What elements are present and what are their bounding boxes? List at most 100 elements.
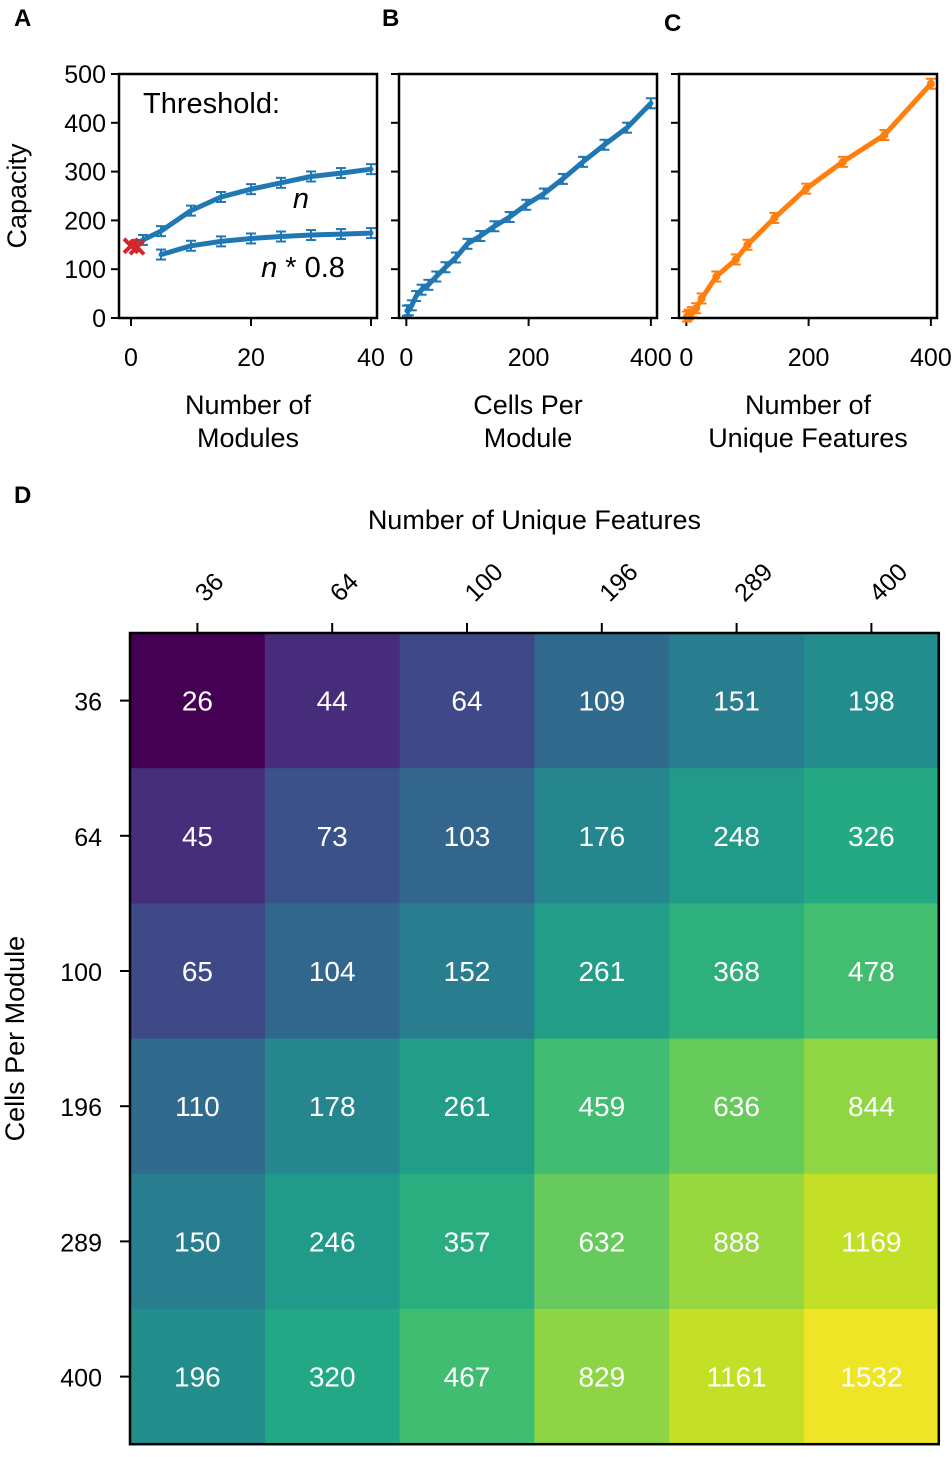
data-point xyxy=(431,270,442,283)
heatmap-cell-value: 178 xyxy=(309,1091,356,1122)
heatmap-cell xyxy=(399,1038,535,1175)
x-tick-label: 400 xyxy=(910,344,952,372)
x-axis-label: Number of Unique Features xyxy=(368,505,701,535)
heatmap-cell xyxy=(534,1309,670,1445)
x-axis-label-line2: Modules xyxy=(197,423,299,453)
heatmap-cell-value: 198 xyxy=(848,686,895,717)
x-tick-label: 200 xyxy=(788,344,830,372)
heatmap-cell-value: 261 xyxy=(578,956,625,987)
heatmap-cell xyxy=(669,1309,805,1445)
heatmap-cell xyxy=(399,1309,535,1445)
heatmap-cell xyxy=(669,903,805,1040)
data-point xyxy=(557,172,568,185)
y-tick-label: 100 xyxy=(64,256,106,284)
heatmap-cell xyxy=(130,1309,266,1445)
heatmap-cell-value: 261 xyxy=(444,1091,491,1122)
heatmap-cell-value: 64 xyxy=(451,686,482,717)
heatmap-cell-value: 104 xyxy=(309,956,356,987)
heatmap-cell xyxy=(534,903,670,1040)
y-axis-label: Cells Per Module xyxy=(0,936,30,1142)
data-point xyxy=(696,292,707,305)
data-point xyxy=(440,261,451,274)
data-point xyxy=(599,138,610,151)
heatmap-cell xyxy=(399,633,535,769)
data-point xyxy=(489,220,500,233)
heatmap-cell xyxy=(534,1173,670,1310)
heatmap-cell xyxy=(534,633,670,769)
heatmap-cell xyxy=(264,1038,401,1175)
heatmap-cell-value: 829 xyxy=(578,1362,625,1393)
heatmap-cell-value: 459 xyxy=(578,1091,625,1122)
heatmap-cell xyxy=(534,768,670,904)
x-tick-label: 200 xyxy=(508,344,550,372)
y-tick-label: 100 xyxy=(60,959,102,987)
data-point xyxy=(475,230,486,243)
heatmap-cell-value: 467 xyxy=(444,1362,491,1393)
data-point xyxy=(366,163,376,176)
heatmap-cell-value: 1169 xyxy=(841,1226,901,1257)
heatmap-cell xyxy=(264,768,401,904)
data-point xyxy=(246,183,256,196)
data-point xyxy=(578,155,589,168)
heatmap-cell xyxy=(264,1309,401,1445)
x-tick-label: 0 xyxy=(679,344,693,372)
y-tick-label: 500 xyxy=(64,61,106,89)
series-line-1 xyxy=(684,81,934,319)
x-tick-label: 64 xyxy=(325,568,365,608)
heatmap-cell-value: 26 xyxy=(182,686,213,717)
heatmap-cell xyxy=(804,768,940,904)
panel-label-a: A xyxy=(14,5,31,32)
panel-label-d: D xyxy=(14,482,31,509)
data-point xyxy=(711,270,722,283)
data-point xyxy=(186,204,196,217)
series-line-1 xyxy=(404,100,654,314)
heatmap-cell-value: 110 xyxy=(175,1091,220,1122)
data-point xyxy=(156,248,166,261)
series-line-2 xyxy=(158,230,374,258)
data-point xyxy=(521,198,532,211)
heatmap-cell-value: 44 xyxy=(317,686,348,717)
y-tick-label: 400 xyxy=(60,1365,102,1393)
data-point xyxy=(925,77,936,90)
data-point xyxy=(423,278,434,291)
data-point xyxy=(416,283,427,296)
x-tick-label: 400 xyxy=(864,558,913,607)
x-tick-label: 400 xyxy=(630,344,672,372)
x-axis-label-line1: Number of xyxy=(745,390,872,420)
data-point xyxy=(801,182,812,195)
threshold-x-marker xyxy=(128,238,146,256)
y-tick-label: 196 xyxy=(60,1094,102,1122)
plot-frame xyxy=(117,72,379,320)
x-tick-label: 196 xyxy=(594,558,643,607)
heatmap-cell-value: 151 xyxy=(713,686,760,717)
y-tick-label: 289 xyxy=(60,1229,102,1257)
data-point xyxy=(216,235,226,248)
heatmap-cell-value: 326 xyxy=(848,821,895,852)
heatmap-cell xyxy=(130,1173,266,1310)
data-point xyxy=(366,227,376,240)
heatmap-cell-value: 478 xyxy=(848,956,895,987)
heatmap-cell-value: 368 xyxy=(713,956,760,987)
heatmap-cell xyxy=(669,1173,805,1310)
plot-frame xyxy=(397,72,659,320)
data-point xyxy=(879,129,890,141)
x-tick-label: 289 xyxy=(729,558,778,607)
data-point xyxy=(645,97,656,110)
x-tick-label: 40 xyxy=(357,344,385,372)
data-point xyxy=(462,237,473,250)
data-point xyxy=(276,230,286,243)
heatmap-cell-value: 176 xyxy=(578,821,625,852)
heatmap-cell-value: 103 xyxy=(444,821,491,852)
data-point xyxy=(186,239,196,252)
y-axis-label: Capacity xyxy=(2,143,32,249)
x-axis-label-line2: Unique Features xyxy=(708,423,908,453)
heatmap-cell-value: 45 xyxy=(182,821,213,852)
y-tick-label: 0 xyxy=(92,305,106,333)
heatmap-cell-value: 246 xyxy=(309,1226,356,1257)
data-point xyxy=(216,190,226,203)
heatmap-cell-value: 65 xyxy=(182,956,213,987)
heatmap-cell-value: 248 xyxy=(713,821,760,852)
